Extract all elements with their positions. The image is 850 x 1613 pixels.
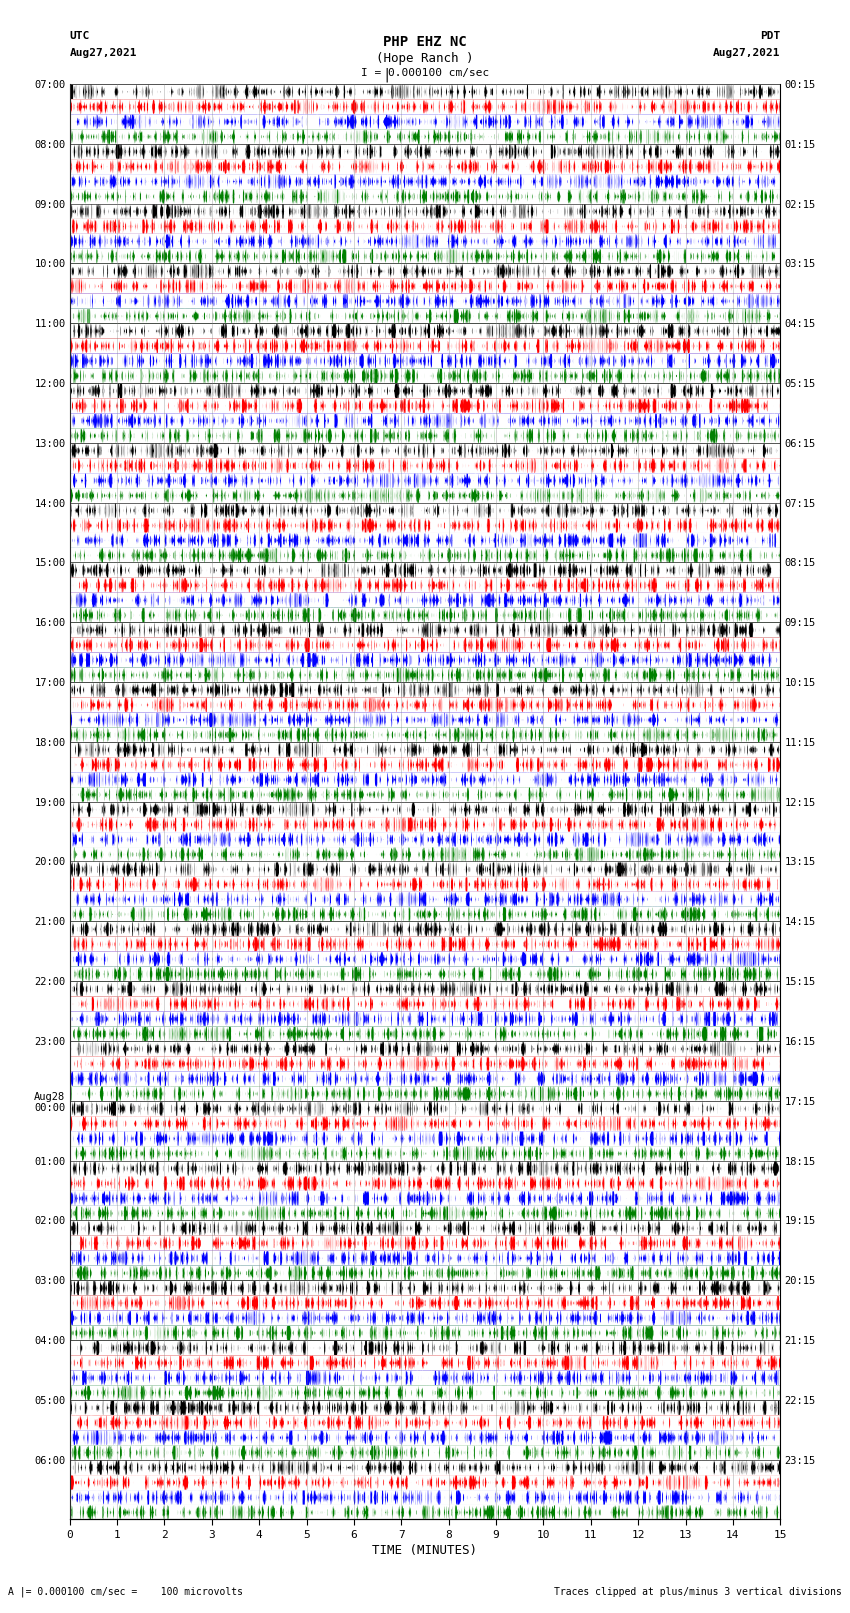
Text: PDT: PDT <box>760 31 780 40</box>
Text: I = 0.000100 cm/sec: I = 0.000100 cm/sec <box>361 68 489 77</box>
Text: A |= 0.000100 cm/sec =    100 microvolts: A |= 0.000100 cm/sec = 100 microvolts <box>8 1586 243 1597</box>
Text: (Hope Ranch ): (Hope Ranch ) <box>377 52 473 65</box>
Text: Traces clipped at plus/minus 3 vertical divisions: Traces clipped at plus/minus 3 vertical … <box>553 1587 842 1597</box>
Text: |: | <box>382 68 391 82</box>
Text: Aug27,2021: Aug27,2021 <box>70 48 137 58</box>
Text: PHP EHZ NC: PHP EHZ NC <box>383 35 467 50</box>
Text: UTC: UTC <box>70 31 90 40</box>
Text: Aug27,2021: Aug27,2021 <box>713 48 780 58</box>
X-axis label: TIME (MINUTES): TIME (MINUTES) <box>372 1544 478 1557</box>
